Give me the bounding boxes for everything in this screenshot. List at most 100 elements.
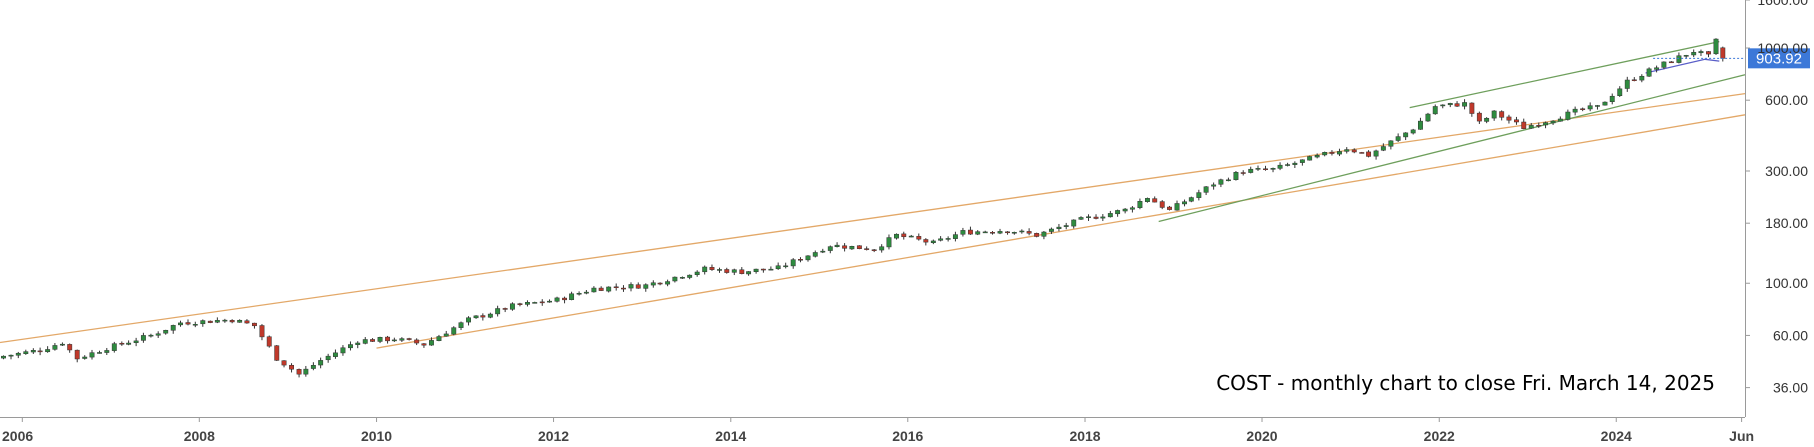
candle	[643, 283, 649, 292]
candle	[140, 332, 146, 343]
candle	[798, 257, 803, 263]
candle	[1182, 199, 1187, 207]
candle	[1639, 74, 1645, 83]
candle	[1188, 196, 1194, 203]
x-tick-label: 2008	[184, 428, 215, 444]
candle	[606, 286, 612, 293]
candle	[502, 307, 508, 313]
candle	[229, 319, 235, 324]
candle	[945, 236, 951, 242]
candle	[74, 349, 80, 363]
candle	[8, 354, 14, 360]
candle	[1706, 51, 1711, 58]
candle	[52, 343, 58, 351]
candle	[1359, 151, 1365, 154]
chart-annotation: COST - monthly chart to close Fri. March…	[1216, 371, 1715, 395]
candle	[487, 312, 493, 319]
candle	[1322, 151, 1328, 157]
candle	[1129, 206, 1135, 213]
candle	[1329, 150, 1335, 156]
x-tick-label: 2022	[1424, 428, 1455, 444]
candle-layer	[1, 38, 1726, 378]
candle	[1277, 162, 1283, 171]
candle	[495, 305, 501, 317]
candle	[598, 286, 604, 292]
candle	[30, 348, 36, 354]
candle	[1071, 219, 1077, 229]
candle	[621, 285, 626, 292]
candle	[414, 338, 420, 346]
candle	[1499, 110, 1505, 121]
candle	[916, 233, 922, 241]
candle	[871, 249, 877, 253]
candle	[1447, 102, 1453, 108]
candle	[1026, 228, 1032, 236]
candle	[170, 324, 176, 334]
candle	[1218, 178, 1224, 188]
candle	[185, 319, 191, 326]
candle	[1152, 196, 1158, 203]
candle	[1, 355, 6, 360]
candle	[244, 319, 250, 324]
candle	[1572, 106, 1578, 116]
candle	[1462, 99, 1468, 110]
candle	[466, 316, 471, 326]
candle	[1373, 149, 1379, 160]
candle	[362, 337, 368, 345]
candle	[583, 289, 589, 295]
candle	[266, 335, 272, 348]
candle	[834, 242, 840, 248]
candle	[1506, 114, 1512, 124]
candle	[1337, 148, 1342, 157]
candle	[1225, 177, 1231, 182]
candle	[1005, 231, 1010, 235]
candle	[1292, 161, 1298, 169]
candle	[990, 231, 995, 235]
candle	[37, 347, 43, 356]
candle	[340, 345, 346, 356]
candle	[1476, 111, 1482, 124]
candle	[67, 343, 73, 353]
candle	[23, 349, 29, 355]
candle	[539, 299, 545, 306]
candle	[628, 282, 634, 292]
candle	[1307, 155, 1313, 161]
candle	[1617, 86, 1623, 97]
candle	[591, 286, 597, 293]
candle	[1093, 214, 1099, 220]
candle	[576, 291, 582, 296]
candle	[1159, 200, 1165, 210]
candle	[1631, 77, 1637, 82]
last-price-tag	[1748, 48, 1810, 69]
candle	[325, 353, 331, 363]
candle	[119, 341, 125, 346]
candle	[672, 276, 678, 283]
candle	[480, 313, 486, 321]
candle	[1602, 101, 1608, 106]
candle	[1167, 205, 1172, 211]
candle	[1624, 76, 1630, 92]
candle	[332, 349, 338, 359]
candle	[997, 228, 1003, 235]
candle	[1668, 61, 1674, 64]
candle	[1380, 143, 1386, 152]
x-tick-label: 2018	[1069, 428, 1100, 444]
candle	[1086, 214, 1091, 221]
candle	[1270, 167, 1276, 173]
candle	[1100, 214, 1106, 222]
candle	[856, 245, 862, 250]
candle	[517, 302, 523, 307]
candle	[1314, 153, 1320, 159]
candle	[901, 231, 907, 240]
y-tick-label: 600.00	[1765, 92, 1808, 108]
candle	[1646, 67, 1652, 77]
candle	[303, 365, 309, 377]
candle	[451, 326, 457, 336]
candle	[1115, 209, 1121, 217]
y-tick-label: 180.00	[1765, 215, 1808, 231]
candle	[104, 347, 110, 355]
candle	[45, 346, 51, 353]
candle	[1484, 117, 1490, 124]
